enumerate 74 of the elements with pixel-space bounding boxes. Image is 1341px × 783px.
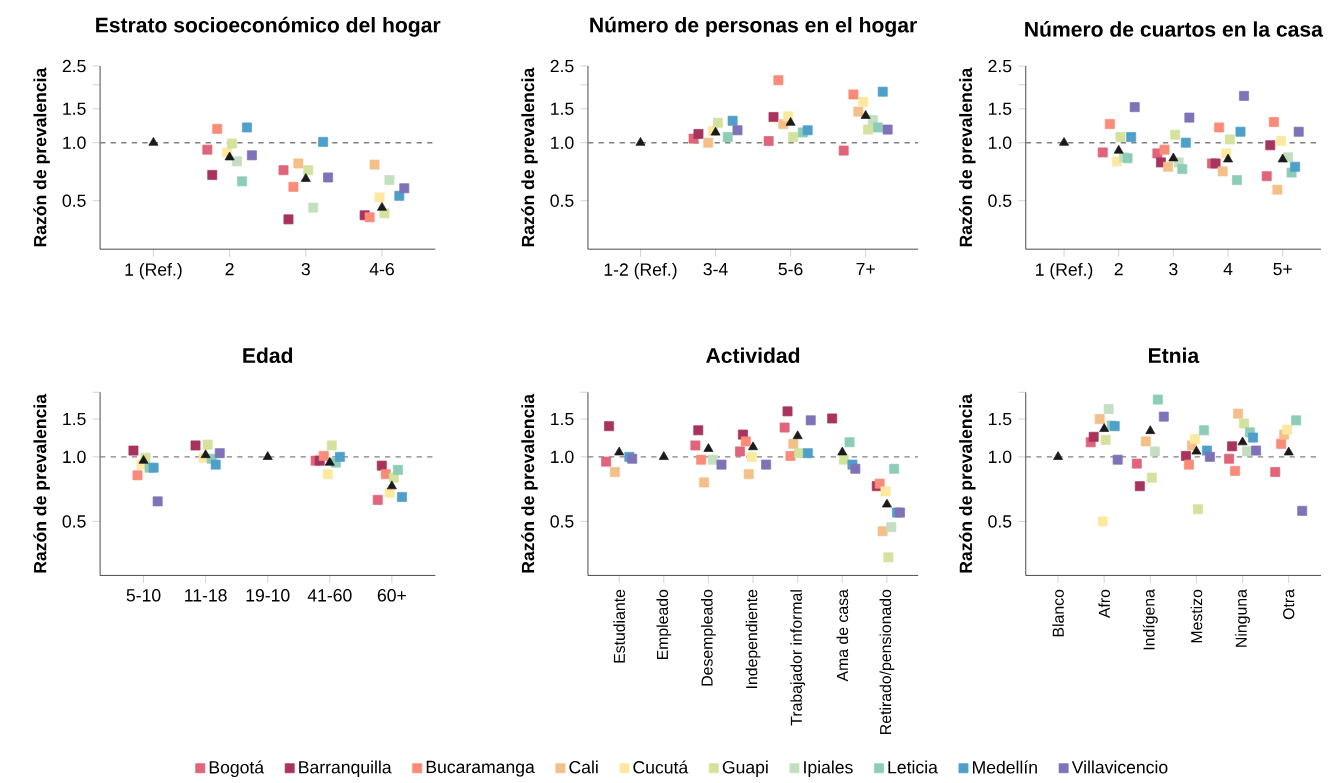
y-tick-label: 0.5 (550, 515, 574, 528)
x-tick-label: 1 (Ref.) (125, 262, 182, 280)
x-tick-label: 2 (1114, 262, 1123, 276)
x-tick-label: 3 (1169, 262, 1178, 276)
x-tick-label: Trabajador informal (790, 590, 806, 726)
y-tick-label: 1.0 (63, 450, 86, 464)
chart-title: Actividad (706, 347, 800, 363)
y-axis-title: Razón de prevalencia (958, 393, 976, 573)
y-tick-label: 0.5 (550, 194, 574, 207)
x-tick-label: 2 (225, 262, 234, 276)
x-tick-label: 4 (1223, 262, 1233, 275)
x-tick-label: Independiente (745, 589, 761, 688)
y-tick-label: 2.5 (988, 59, 1012, 73)
chart-title: Número de personas en el hogar (590, 16, 917, 37)
y-tick-label: 0.5 (62, 194, 86, 207)
x-tick-label: Estudiante (613, 589, 625, 663)
legend-label: Villavicencio (1071, 760, 1168, 774)
legend-label: Barranquilla (299, 760, 392, 777)
chart-title: Etnia (1148, 347, 1200, 363)
legend-label: Bogotá (209, 760, 265, 777)
x-tick-label: Mestizo (1190, 589, 1203, 643)
x-tick-label: 5-6 (778, 262, 803, 276)
legend-label: Bucaramanga (426, 760, 535, 777)
x-tick-label: 5+ (1273, 262, 1292, 276)
x-tick-label: Empleado (656, 589, 672, 660)
chart-title: Estrato socioeconómico del hogar (96, 16, 441, 37)
y-tick-label: 1.5 (551, 412, 574, 426)
y-tick-label: 2.5 (62, 59, 86, 73)
x-tick-label: 4-6 (369, 262, 394, 276)
x-tick-label: Ninguna (1235, 589, 1250, 647)
y-tick-label: 1.0 (551, 450, 574, 464)
y-axis-title: Razón de prevalencia (521, 393, 538, 573)
y-axis-title: Razón de prevalencia (958, 67, 976, 247)
y-tick-label: 1.0 (551, 136, 574, 149)
legend-label: Ipiales (804, 760, 853, 777)
y-tick-label: 1.0 (63, 136, 86, 149)
y-tick-label: 0.5 (988, 194, 1012, 207)
y-tick-label: 1.5 (551, 102, 574, 115)
x-tick-label: 7+ (856, 262, 875, 275)
x-tick-label: 3-4 (703, 262, 728, 276)
y-tick-label: 1.5 (63, 102, 86, 115)
x-tick-label: Ama de casa (836, 589, 849, 682)
y-axis-title: Razón de prevalencia (33, 67, 50, 247)
y-tick-label: 0.5 (988, 515, 1012, 528)
legend-label: Medellín (973, 760, 1037, 774)
y-tick-label: 1.5 (988, 102, 1012, 115)
chart-title: Número de cuartos en la casa (1025, 21, 1324, 37)
legend-label: Leticia (888, 760, 938, 774)
x-tick-label: 11-18 (185, 589, 227, 602)
x-tick-label: Retirado/pensionado (879, 589, 895, 734)
y-tick-label: 0.5 (62, 515, 86, 528)
y-axis-title: Razón de prevalencia (33, 393, 50, 573)
legend-label: Guapi (722, 760, 768, 777)
y-tick-label: 1.0 (988, 450, 1012, 464)
y-axis-title: Razón de prevalencia (521, 67, 538, 247)
x-tick-label: Indígena (1142, 589, 1158, 650)
x-tick-label: Otra (1283, 589, 1295, 620)
x-tick-label: 1-2 (Ref.) (604, 262, 677, 280)
x-tick-label: 60+ (377, 589, 406, 602)
legend-label: Cucutá (633, 760, 689, 774)
x-tick-label: Desempleado (701, 589, 716, 686)
x-tick-label: 41-60 (307, 589, 352, 602)
legend-label: Cali (569, 760, 598, 774)
y-tick-label: 1.5 (988, 412, 1012, 426)
y-tick-label: 1.5 (63, 412, 86, 426)
y-tick-label: 1.0 (988, 136, 1012, 149)
x-tick-label: 1 (Ref.) (1036, 262, 1093, 280)
y-tick-label: 2.5 (550, 59, 574, 73)
x-tick-label: 3 (301, 262, 310, 276)
x-tick-label: Afro (1098, 589, 1110, 619)
x-tick-label: Blanco (1052, 589, 1064, 637)
chart-title: Edad (243, 347, 293, 363)
x-tick-label: 19-10 (246, 589, 290, 602)
x-tick-label: 5-10 (126, 589, 161, 602)
